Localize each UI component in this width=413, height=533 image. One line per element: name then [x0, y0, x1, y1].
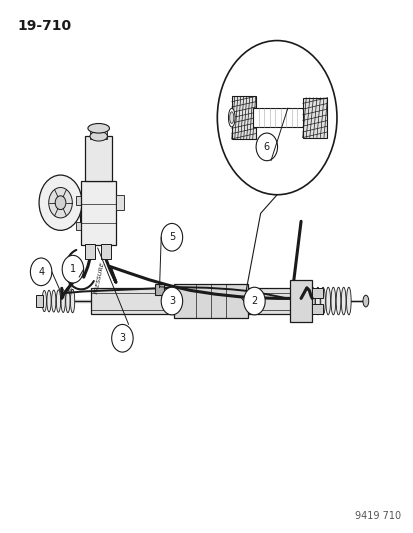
Circle shape [55, 196, 66, 209]
Ellipse shape [56, 290, 60, 312]
FancyBboxPatch shape [289, 280, 311, 322]
Ellipse shape [335, 287, 340, 315]
FancyBboxPatch shape [91, 288, 297, 314]
FancyBboxPatch shape [173, 284, 248, 318]
Circle shape [112, 325, 133, 352]
Ellipse shape [330, 287, 335, 315]
Text: 1: 1 [70, 264, 76, 274]
Ellipse shape [315, 287, 319, 315]
Bar [36, 295, 43, 308]
Ellipse shape [52, 290, 56, 312]
Ellipse shape [88, 124, 109, 133]
Circle shape [243, 287, 265, 315]
Ellipse shape [346, 287, 350, 315]
Bar [76, 222, 81, 230]
Bar [311, 304, 322, 314]
Bar [155, 284, 163, 295]
Ellipse shape [70, 289, 75, 313]
Bar [302, 98, 327, 138]
FancyBboxPatch shape [85, 136, 112, 181]
Text: 9419 710: 9419 710 [354, 511, 400, 521]
Circle shape [217, 41, 336, 195]
Text: 4: 4 [38, 267, 44, 277]
Circle shape [30, 258, 52, 286]
Bar [85, 244, 95, 259]
Text: RETURN: RETURN [68, 266, 77, 293]
Ellipse shape [320, 287, 325, 315]
Text: 2: 2 [251, 296, 257, 306]
Ellipse shape [229, 112, 233, 124]
Text: PRESSURE: PRESSURE [94, 261, 105, 294]
Text: 3: 3 [169, 296, 175, 306]
Bar [76, 196, 81, 205]
Bar [100, 244, 110, 259]
Bar [311, 288, 322, 298]
FancyBboxPatch shape [81, 181, 116, 245]
Circle shape [49, 188, 72, 218]
Circle shape [161, 287, 182, 315]
Ellipse shape [61, 289, 65, 312]
Ellipse shape [90, 132, 107, 141]
Ellipse shape [47, 290, 51, 312]
Ellipse shape [228, 108, 235, 127]
Ellipse shape [42, 290, 46, 312]
Ellipse shape [325, 287, 330, 315]
Bar [116, 195, 123, 210]
Text: 19-710: 19-710 [17, 19, 71, 33]
Ellipse shape [341, 287, 345, 315]
Circle shape [256, 133, 277, 161]
Circle shape [62, 255, 83, 283]
Bar [90, 127, 107, 139]
Text: 3: 3 [119, 333, 125, 343]
Bar [253, 108, 302, 127]
Ellipse shape [310, 287, 314, 315]
Bar [231, 96, 255, 139]
Text: 5: 5 [169, 232, 175, 243]
Text: 6: 6 [263, 142, 269, 152]
Circle shape [39, 175, 82, 230]
Ellipse shape [66, 289, 70, 313]
Ellipse shape [362, 295, 368, 307]
Circle shape [161, 223, 182, 251]
